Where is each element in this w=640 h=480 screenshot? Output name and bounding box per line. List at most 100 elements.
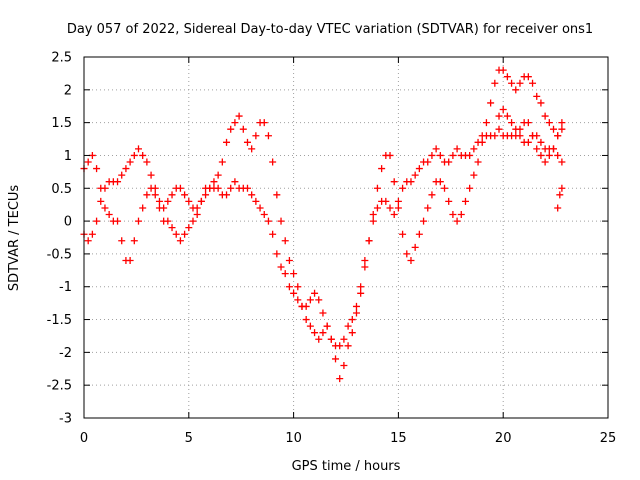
data-point [101, 204, 109, 212]
data-point [260, 119, 268, 127]
data-point [273, 250, 281, 258]
data-point [227, 184, 235, 192]
data-point [139, 151, 147, 159]
data-point [264, 217, 272, 225]
data-point [386, 204, 394, 212]
data-point [537, 99, 545, 107]
chart-title: Day 057 of 2022, Sidereal Day-to-day VTE… [67, 22, 593, 37]
x-tick-label: 15 [390, 431, 407, 446]
data-point [147, 184, 155, 192]
x-tick-label: 20 [495, 431, 512, 446]
data-point [537, 138, 545, 146]
grid-lines [84, 57, 608, 418]
x-tick-label: 0 [80, 431, 88, 446]
data-point [243, 184, 251, 192]
data-point [516, 132, 524, 140]
data-point [227, 125, 235, 133]
data-point [529, 132, 537, 140]
data-point [290, 289, 298, 297]
data-point [332, 355, 340, 363]
data-point [415, 165, 423, 173]
data-point [290, 270, 298, 278]
data-point [499, 106, 507, 114]
x-axis: 0 5 10 15 20 25 [80, 57, 616, 446]
data-point [390, 211, 398, 219]
x-tick-label: 5 [185, 431, 193, 446]
data-points [80, 66, 566, 383]
data-point [344, 342, 352, 350]
data-point [327, 335, 335, 343]
data-point [231, 119, 239, 127]
data-point [176, 184, 184, 192]
data-point [495, 112, 503, 120]
data-point [512, 86, 520, 94]
data-point [403, 250, 411, 258]
data-point [277, 217, 285, 225]
data-point [134, 145, 142, 153]
data-point [306, 322, 314, 330]
x-tick-label: 25 [600, 431, 617, 446]
data-point [223, 191, 231, 199]
data-point [453, 145, 461, 153]
y-tick-label: -0.5 [47, 247, 72, 262]
data-point [139, 204, 147, 212]
y-tick-label: -2.5 [47, 379, 72, 394]
data-point [168, 191, 176, 199]
data-point [344, 322, 352, 330]
data-point [294, 296, 302, 304]
data-point [399, 184, 407, 192]
data-point [461, 197, 469, 205]
data-point [223, 138, 231, 146]
data-point [202, 191, 210, 199]
data-point [239, 125, 247, 133]
data-point [176, 237, 184, 245]
data-point [197, 197, 205, 205]
data-point [252, 197, 260, 205]
data-point [445, 197, 453, 205]
data-point [130, 151, 138, 159]
data-point [193, 211, 201, 219]
y-tick-label: -1 [59, 280, 72, 295]
data-point [470, 145, 478, 153]
data-point [407, 256, 415, 264]
data-point [537, 151, 545, 159]
plot-frame [83, 56, 609, 419]
data-point [407, 178, 415, 186]
data-point [436, 151, 444, 159]
y-tick-label: 2.5 [51, 51, 72, 66]
data-point [470, 171, 478, 179]
data-point [524, 73, 532, 81]
data-point [550, 145, 558, 153]
data-point [390, 178, 398, 186]
data-point [126, 158, 134, 166]
data-point [428, 191, 436, 199]
data-point [151, 191, 159, 199]
data-point [554, 151, 562, 159]
data-point [97, 197, 105, 205]
data-point [415, 230, 423, 238]
data-point [432, 145, 440, 153]
data-point [281, 270, 289, 278]
y-tick-label: -2 [59, 346, 72, 361]
data-point [466, 151, 474, 159]
data-point [277, 263, 285, 271]
x-axis-label: GPS time / hours [292, 459, 401, 474]
data-point [348, 316, 356, 324]
data-point [336, 342, 344, 350]
data-point [558, 119, 566, 127]
data-point [130, 237, 138, 245]
x-tick-label: 10 [285, 431, 302, 446]
data-point [252, 132, 260, 140]
data-point [248, 145, 256, 153]
data-point [541, 158, 549, 166]
data-point [114, 178, 122, 186]
data-point [256, 204, 264, 212]
y-tick-label: 0 [64, 215, 72, 230]
data-point [302, 316, 310, 324]
data-point [172, 230, 180, 238]
data-point [285, 256, 293, 264]
data-point [449, 211, 457, 219]
data-point [143, 158, 151, 166]
data-point [558, 125, 566, 133]
